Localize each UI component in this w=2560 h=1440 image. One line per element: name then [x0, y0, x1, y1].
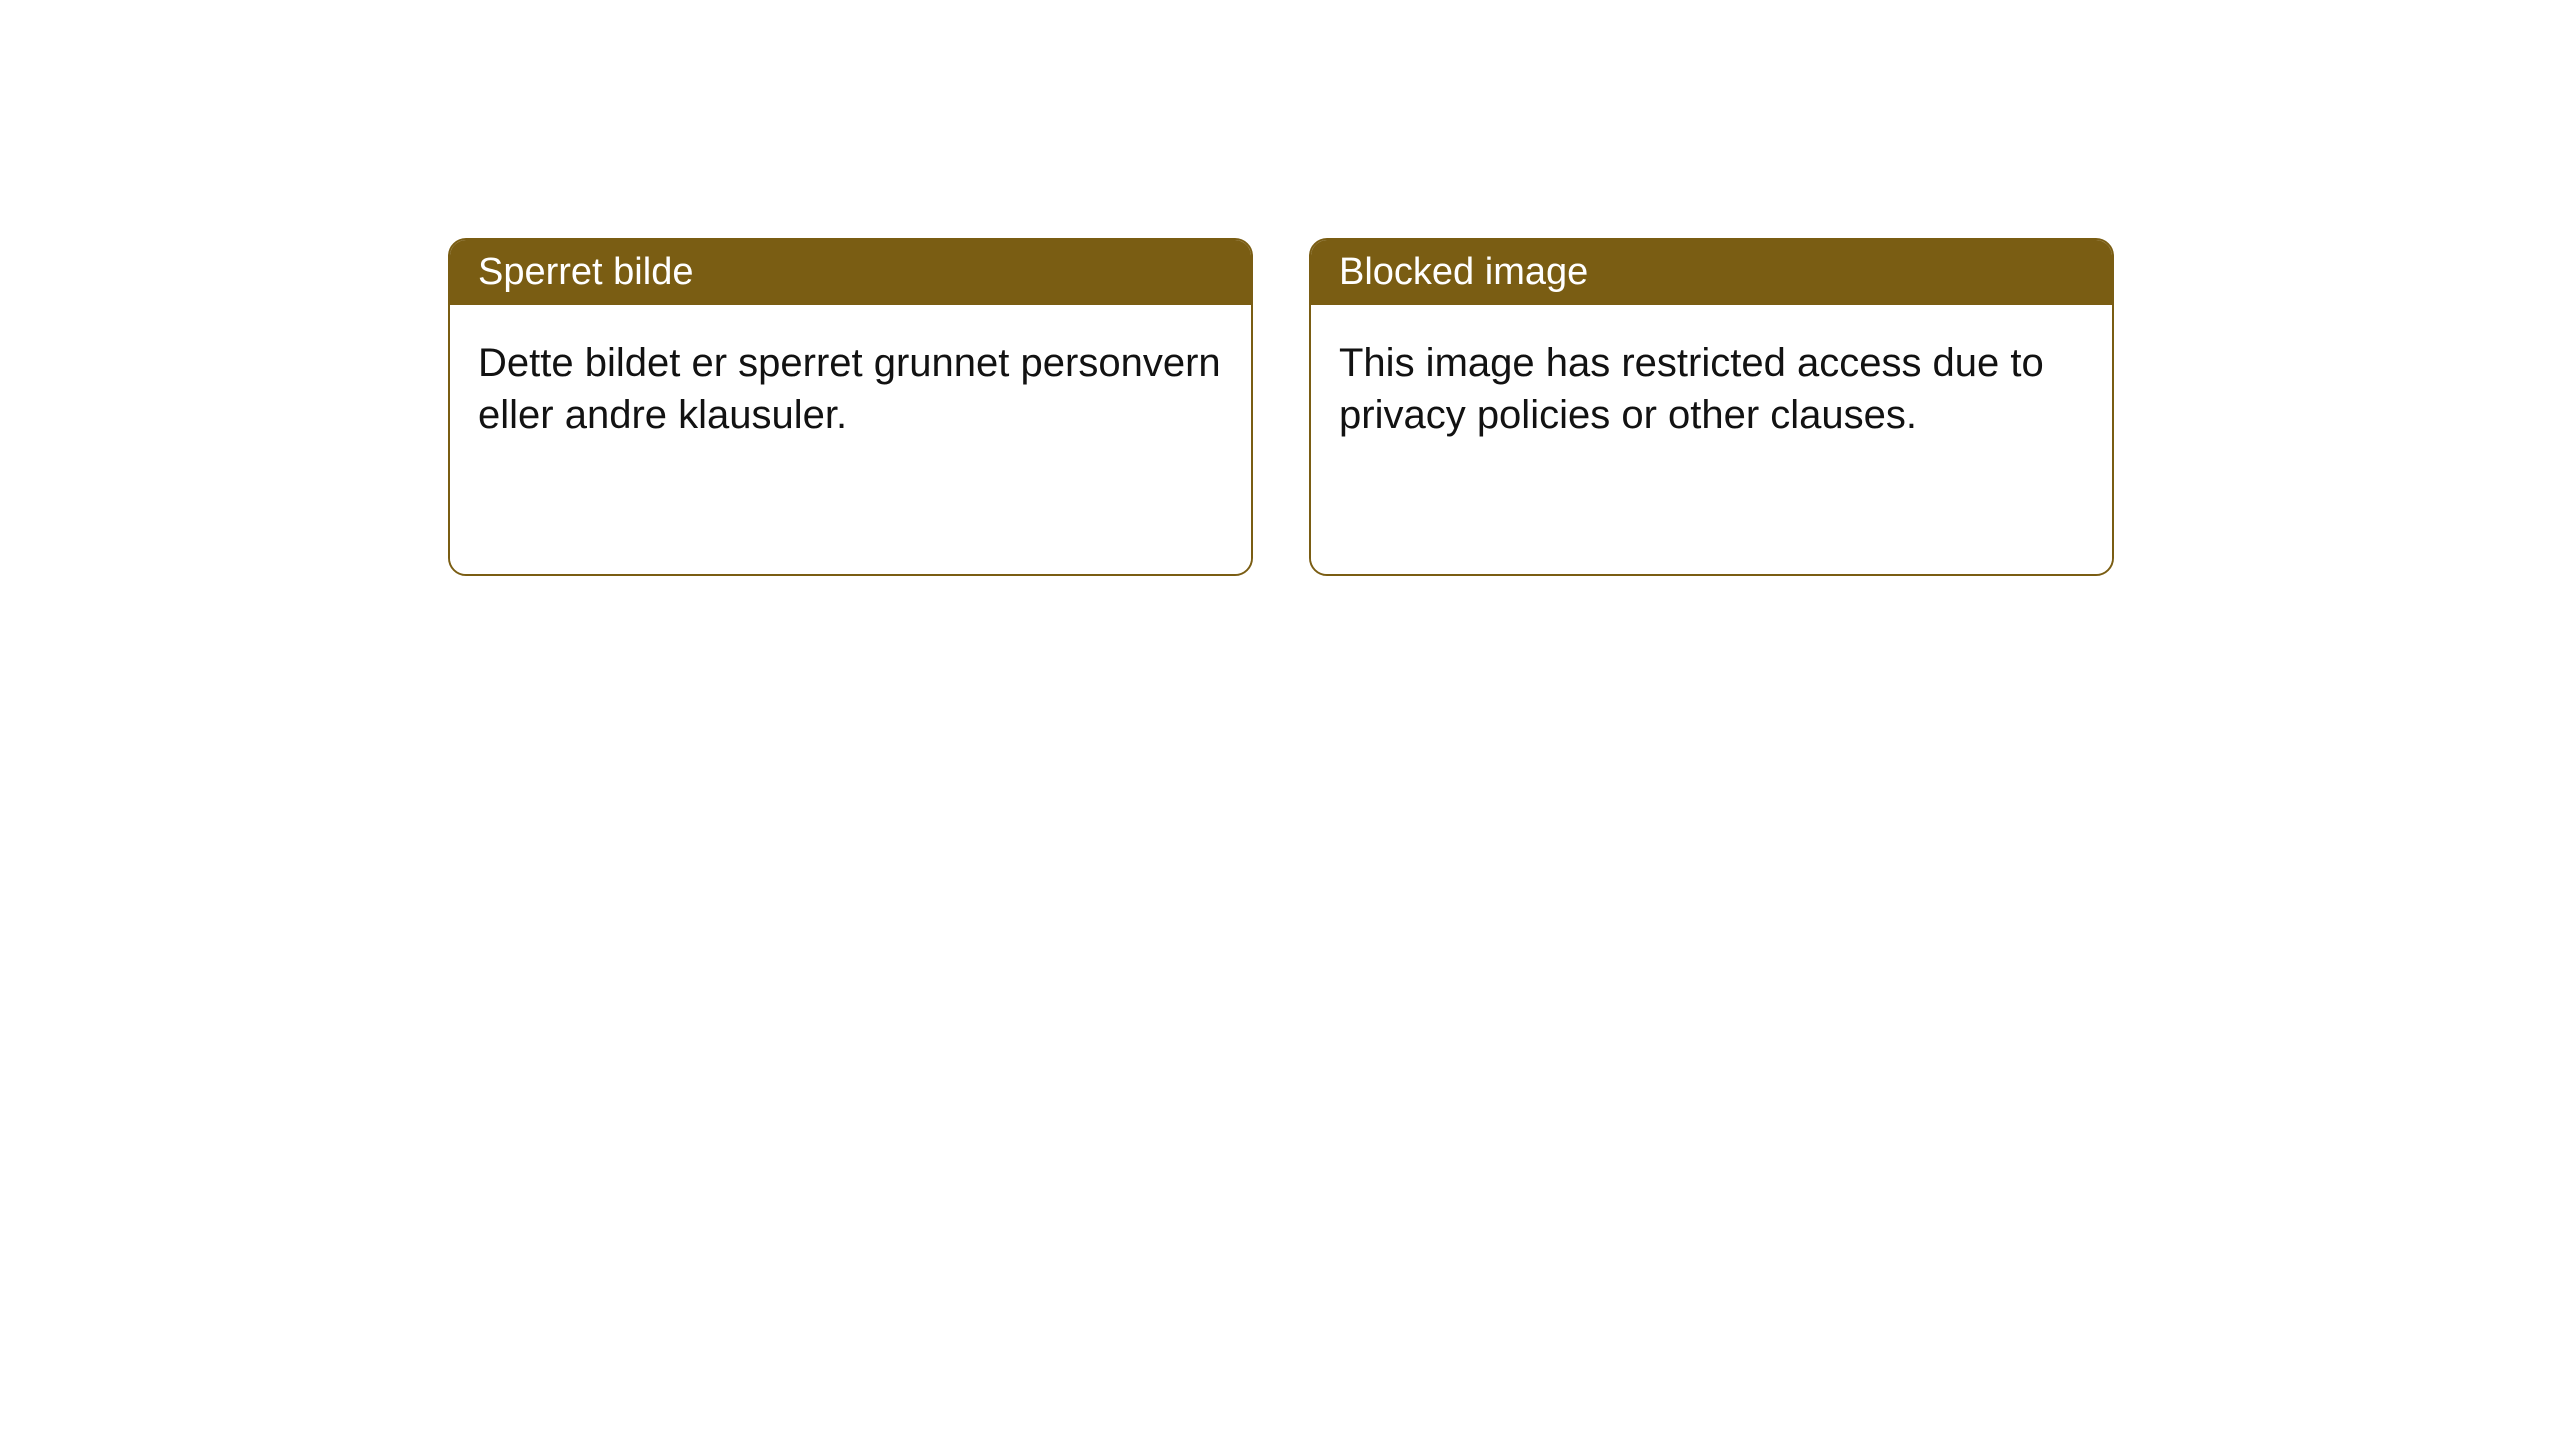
notice-text: Dette bildet er sperret grunnet personve… [478, 341, 1221, 437]
notice-body: This image has restricted access due to … [1311, 305, 2112, 574]
notice-title: Blocked image [1339, 251, 1588, 293]
notice-header: Blocked image [1311, 240, 2112, 305]
notice-text: This image has restricted access due to … [1339, 341, 2044, 437]
notice-container: Sperret bilde Dette bildet er sperret gr… [448, 238, 2114, 576]
notice-body: Dette bildet er sperret grunnet personve… [450, 305, 1251, 574]
notice-header: Sperret bilde [450, 240, 1251, 305]
notice-card-english: Blocked image This image has restricted … [1309, 238, 2114, 576]
notice-card-norwegian: Sperret bilde Dette bildet er sperret gr… [448, 238, 1253, 576]
notice-title: Sperret bilde [478, 251, 693, 293]
